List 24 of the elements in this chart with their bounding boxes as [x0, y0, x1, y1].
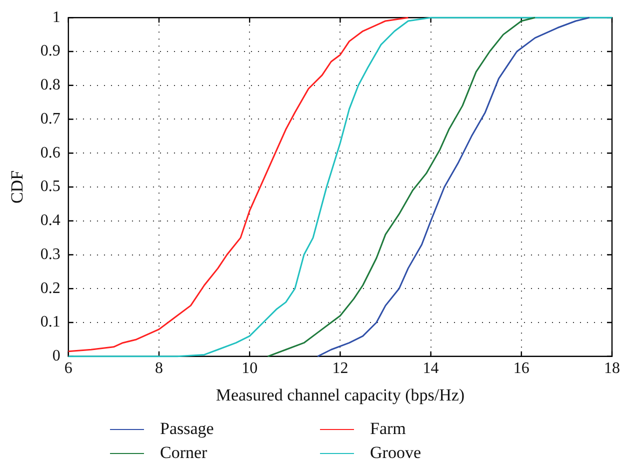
x-tick-label: 14: [422, 360, 439, 378]
x-tick-label: 6: [64, 360, 72, 378]
y-tick-label: 0.4: [40, 212, 60, 230]
x-tick-label: 10: [242, 360, 258, 378]
legend-label: Passage: [160, 419, 214, 439]
legend-label: Corner: [160, 443, 208, 463]
x-tick-label: 16: [513, 360, 530, 378]
y-tick-label: 0.1: [40, 314, 60, 331]
y-tick-label: 1: [52, 8, 60, 26]
y-tick-label: 0.5: [40, 178, 60, 196]
y-tick-label: 0.6: [40, 144, 60, 162]
y-tick-label: 0.3: [40, 246, 60, 263]
y-axis-title: CDF: [8, 170, 27, 204]
x-tick-label: 18: [604, 360, 620, 378]
x-tick-label: 8: [155, 360, 163, 378]
x-axis-title: Measured channel capacity (bps/Hz): [216, 385, 465, 404]
y-tick-label: 0.2: [40, 280, 60, 297]
x-tick-label: 12: [332, 360, 348, 378]
y-tick-label: 0: [52, 348, 60, 365]
y-tick-label: 0.7: [40, 110, 60, 128]
legend-label: Farm: [370, 419, 406, 439]
y-tick-label: 0.8: [40, 76, 60, 94]
y-tick-label: 0.9: [40, 42, 60, 60]
legend-label: Groove: [370, 443, 421, 463]
